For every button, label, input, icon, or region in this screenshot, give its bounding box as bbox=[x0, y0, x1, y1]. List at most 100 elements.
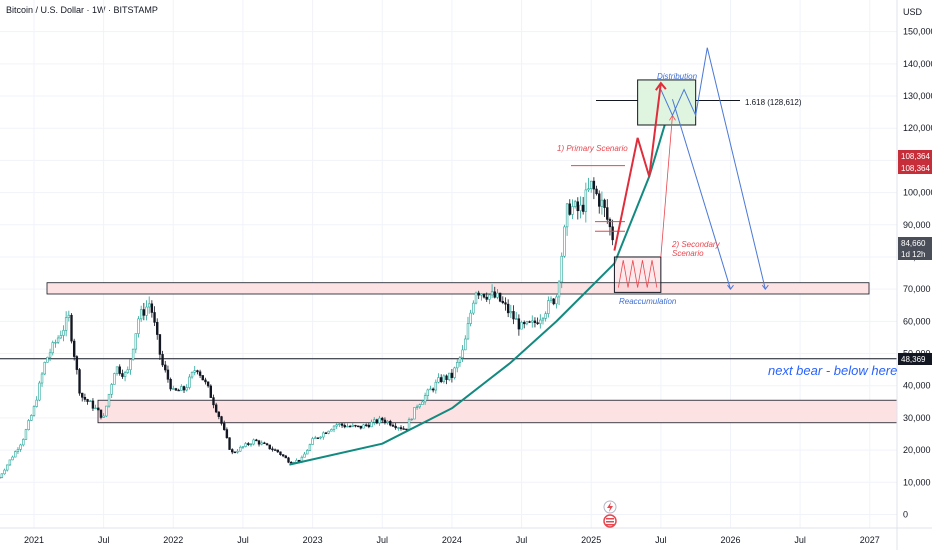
candle-body bbox=[592, 180, 596, 190]
candle-body bbox=[193, 370, 196, 373]
candle-body bbox=[539, 319, 542, 325]
secondary-scenario-path bbox=[660, 115, 673, 258]
drawings bbox=[289, 47, 769, 466]
candle-body bbox=[156, 322, 159, 335]
projection-line-2 bbox=[706, 47, 766, 290]
candle-body bbox=[284, 455, 288, 459]
candle-body bbox=[389, 420, 392, 426]
candle-body bbox=[464, 338, 467, 351]
candle-body bbox=[311, 438, 314, 445]
candle-body bbox=[472, 302, 475, 314]
candle-body bbox=[429, 388, 432, 391]
candle-body bbox=[356, 425, 360, 427]
candle-body bbox=[445, 375, 448, 380]
reaccumulation-label: Reaccumulation bbox=[619, 297, 677, 306]
y-tick-label: 40,000 bbox=[903, 381, 931, 391]
badge-high-a: 108,364 bbox=[901, 152, 930, 161]
candle-body bbox=[89, 400, 92, 403]
x-tick-label: 2025 bbox=[581, 535, 601, 545]
candle-body bbox=[490, 291, 494, 296]
candle-body bbox=[314, 437, 317, 439]
price-axis[interactable]: USD 010,00020,00030,00040,00050,00060,00… bbox=[903, 7, 932, 520]
candle-body bbox=[603, 199, 606, 208]
badge-bear: 48,369 bbox=[901, 355, 926, 364]
candle-body bbox=[177, 389, 180, 392]
x-tick-label: 2026 bbox=[720, 535, 740, 545]
candle-body bbox=[477, 292, 480, 296]
candle-body bbox=[378, 417, 381, 424]
candle-body bbox=[188, 376, 191, 388]
candle-body bbox=[180, 386, 183, 391]
candle-body bbox=[64, 317, 68, 331]
badge-current-bg bbox=[898, 237, 932, 260]
candle-body bbox=[568, 203, 571, 215]
candle-body bbox=[461, 349, 464, 358]
candle-body bbox=[220, 416, 223, 424]
candle-body bbox=[324, 432, 328, 434]
x-tick-label: Jul bbox=[794, 535, 806, 545]
candle-body bbox=[281, 454, 285, 457]
candle-body bbox=[131, 348, 135, 360]
candle-body bbox=[91, 400, 95, 409]
candle-body bbox=[501, 300, 504, 303]
candle-body bbox=[560, 255, 563, 283]
grid bbox=[0, 0, 897, 528]
candle-body bbox=[544, 313, 547, 319]
candle-body bbox=[260, 442, 263, 445]
candle-body bbox=[338, 423, 341, 426]
candle-body bbox=[410, 418, 413, 421]
secondary-scenario-label-1: 2) Secondary bbox=[671, 240, 721, 249]
candle-body bbox=[228, 437, 231, 450]
annotation-labels: 1.618 (128,612) Distribution 1) Primary … bbox=[557, 72, 897, 378]
x-tick-label: 2022 bbox=[163, 535, 183, 545]
candle-body bbox=[528, 321, 531, 323]
y-tick-label: 60,000 bbox=[903, 316, 931, 326]
candle-body bbox=[606, 207, 609, 220]
candle-body bbox=[370, 421, 373, 428]
x-tick-label: 2027 bbox=[860, 535, 880, 545]
candle-body bbox=[493, 291, 496, 298]
candle-body bbox=[584, 189, 588, 212]
badge-high-b-bg bbox=[898, 162, 932, 174]
candle-body bbox=[375, 419, 379, 424]
candle-body bbox=[383, 419, 387, 423]
candle-body bbox=[78, 369, 81, 394]
time-axis[interactable]: 2021 Jul 2022 Jul 2023 Jul 2024 Jul 2025 Jul 2026 J… bbox=[24, 535, 880, 545]
candle-body bbox=[573, 201, 577, 207]
candle-body bbox=[94, 407, 97, 410]
candle-body bbox=[469, 312, 472, 324]
candle-body bbox=[279, 451, 282, 455]
resistance-zone bbox=[46, 282, 870, 295]
candle-body bbox=[327, 430, 330, 434]
candle-body bbox=[105, 405, 108, 417]
candle-body bbox=[182, 386, 186, 391]
candle-body bbox=[421, 401, 424, 405]
candle-body bbox=[303, 453, 306, 458]
candle-body bbox=[364, 424, 368, 426]
candle-body bbox=[565, 203, 569, 228]
candle-body bbox=[581, 204, 585, 212]
candle-body bbox=[265, 443, 269, 446]
candle-body bbox=[399, 427, 403, 429]
candle-body bbox=[496, 292, 499, 298]
candle-body bbox=[413, 407, 416, 420]
candle-body bbox=[204, 379, 207, 383]
primary-arrowhead bbox=[655, 81, 667, 91]
candle-body bbox=[431, 388, 435, 391]
candle-body bbox=[24, 429, 28, 440]
candle-body bbox=[169, 378, 172, 390]
candle-body bbox=[485, 296, 488, 300]
event-markers[interactable] bbox=[603, 500, 617, 528]
distribution-path bbox=[660, 47, 708, 118]
y-tick-label: 100,000 bbox=[903, 188, 932, 198]
candle-body bbox=[67, 314, 71, 318]
candle-body bbox=[426, 389, 429, 396]
candle-body bbox=[75, 356, 79, 370]
candle-body bbox=[405, 428, 408, 431]
candle-body bbox=[32, 406, 36, 416]
candle-body bbox=[354, 424, 357, 427]
candle-body bbox=[46, 356, 49, 363]
candle-body bbox=[6, 464, 9, 471]
y-tick-label: 90,000 bbox=[903, 220, 931, 230]
